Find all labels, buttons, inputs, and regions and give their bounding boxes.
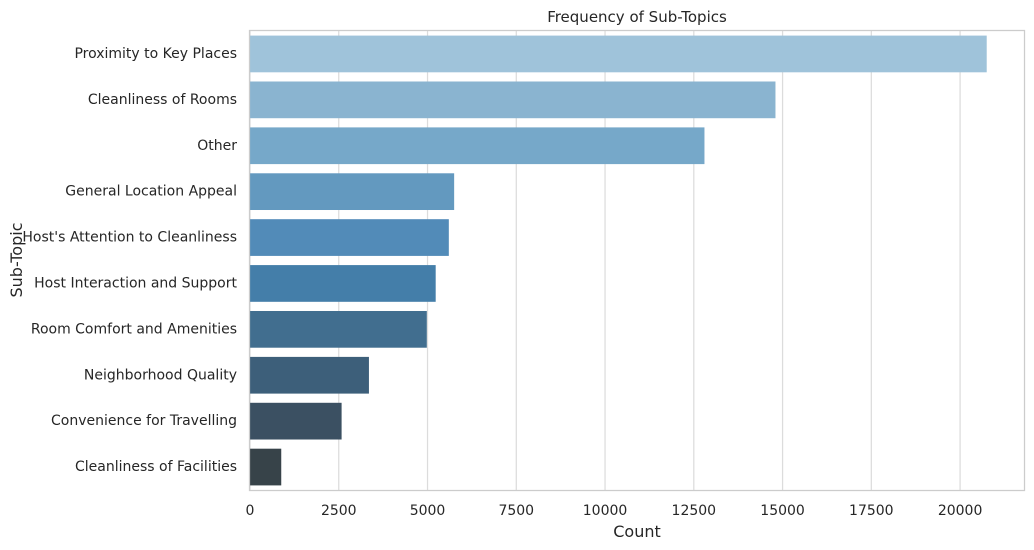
chart-title: Frequency of Sub-Topics <box>547 8 727 26</box>
y-tick-label: Cleanliness of Facilities <box>75 459 237 475</box>
bar <box>250 356 369 394</box>
x-tick-label: 2500 <box>321 503 357 519</box>
y-tick-label: General Location Appeal <box>65 184 237 200</box>
y-tick-label: Proximity to Key Places <box>74 46 237 62</box>
bar <box>250 265 436 302</box>
bar <box>250 219 449 256</box>
y-tick-label: Other <box>197 138 237 154</box>
x-tick-label: 0 <box>246 503 255 519</box>
x-axis-title: Count <box>613 522 661 541</box>
bar <box>250 127 705 165</box>
plot-area-frame <box>248 29 1026 492</box>
y-axis-title: Sub-Topic <box>7 223 26 298</box>
x-tick-label: 20000 <box>938 503 983 519</box>
bar <box>250 173 455 211</box>
x-tick-labels: 0 2500 5000 7500 10000 12500 15000 17500 20000 <box>246 503 983 519</box>
y-tick-labels: Proximity to Key Places Cleanliness of Ro… <box>22 46 237 475</box>
y-tick-label: Host's Attention to Cleanliness <box>22 230 237 246</box>
x-tick-label: 17500 <box>849 503 894 519</box>
bar <box>250 402 342 440</box>
bar <box>250 310 427 348</box>
x-tick-label: 12500 <box>672 503 717 519</box>
y-tick-label: Neighborhood Quality <box>84 367 237 383</box>
x-tick-label: 5000 <box>410 503 446 519</box>
y-tick-label: Room Comfort and Amenities <box>31 321 237 337</box>
bar <box>250 35 987 73</box>
y-tick-label: Host Interaction and Support <box>34 275 237 291</box>
bar <box>250 448 282 486</box>
bars <box>250 35 987 486</box>
x-tick-label: 10000 <box>583 503 628 519</box>
x-tick-label: 7500 <box>498 503 534 519</box>
x-tick-label: 15000 <box>760 503 805 519</box>
bar <box>250 81 776 119</box>
y-tick-label: Convenience for Travelling <box>51 413 237 429</box>
y-tick-label: Cleanliness of Rooms <box>88 92 237 108</box>
